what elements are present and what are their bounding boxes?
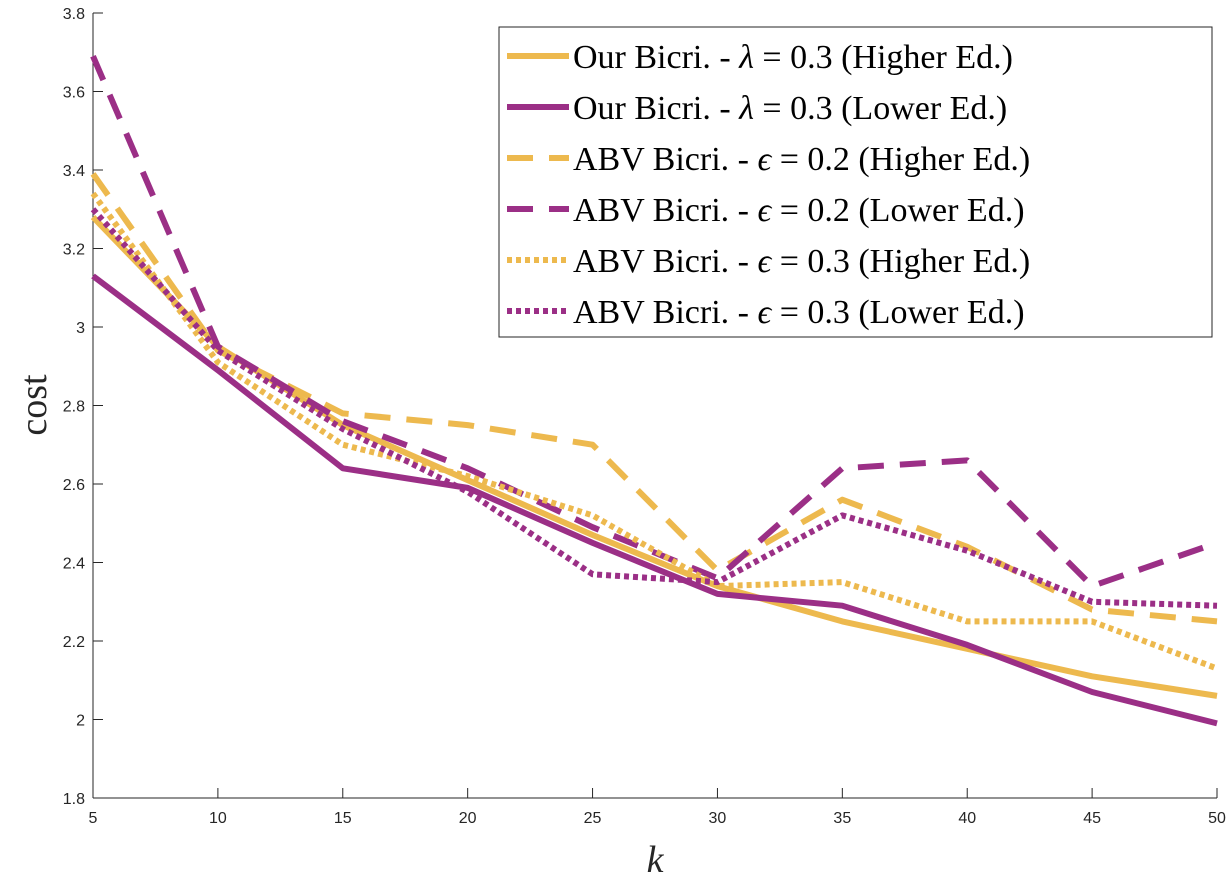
series-line-5-dotted <box>90 191 1219 672</box>
x-tick-label: 15 <box>334 810 352 827</box>
y-tick-label: 2.8 <box>63 399 85 416</box>
x-tick-label: 5 <box>89 810 98 827</box>
x-tick-label: 10 <box>209 810 227 827</box>
legend-label-3: ABV Bicri. - ϵ = 0.2 (Higher Ed.) <box>573 141 1030 178</box>
series-line-4-dashed <box>90 55 1218 590</box>
legend-label-2: Our Bicri. - λ = 0.3 (Lower Ed.) <box>573 90 1007 127</box>
y-tick-label: 2.4 <box>63 556 85 573</box>
series-line-6-dotted <box>90 207 1218 609</box>
legend: Our Bicri. - λ = 0.3 (Higher Ed.) Our Bic… <box>498 26 1213 338</box>
y-tick-label: 3.6 <box>63 85 85 102</box>
legend-label-1: Our Bicri. - λ = 0.3 (Higher Ed.) <box>573 39 1013 76</box>
x-tick-label: 40 <box>958 810 976 827</box>
x-axis-title: k <box>647 839 665 881</box>
x-axis-ticks: 5 10 15 20 25 30 35 40 45 50 <box>89 788 1226 827</box>
y-tick-label: 2.6 <box>63 477 85 494</box>
y-tick-label: 1.8 <box>63 791 85 808</box>
y-tick-label: 2 <box>76 713 85 730</box>
series-line-2-solid <box>91 273 1218 727</box>
x-tick-label: 20 <box>459 810 477 827</box>
x-tick-label: 30 <box>709 810 727 827</box>
y-tick-label: 3.8 <box>63 6 85 23</box>
legend-box <box>498 26 1213 338</box>
x-tick-label: 50 <box>1208 810 1226 827</box>
y-axis-ticks: 1.8 2 2.2 2.4 2.6 2.8 3 3.2 3.4 3.6 3.8 <box>63 6 103 808</box>
x-tick-label: 45 <box>1083 810 1101 827</box>
y-tick-label: 2.2 <box>63 634 85 651</box>
series-lines <box>90 55 1219 727</box>
series-line-3-dashed <box>90 172 1218 625</box>
y-axis-title: cost <box>13 374 55 436</box>
y-tick-label: 3.2 <box>63 242 85 259</box>
y-tick-label: 3 <box>76 320 85 337</box>
y-tick-label: 3.4 <box>63 163 85 180</box>
x-tick-label: 35 <box>833 810 851 827</box>
legend-label-6: ABV Bicri. - ϵ = 0.3 (Lower Ed.) <box>573 294 1025 331</box>
legend-label-4: ABV Bicri. - ϵ = 0.2 (Lower Ed.) <box>573 192 1025 229</box>
x-tick-label: 25 <box>584 810 602 827</box>
legend-label-5: ABV Bicri. - ϵ = 0.3 (Higher Ed.) <box>573 243 1030 280</box>
